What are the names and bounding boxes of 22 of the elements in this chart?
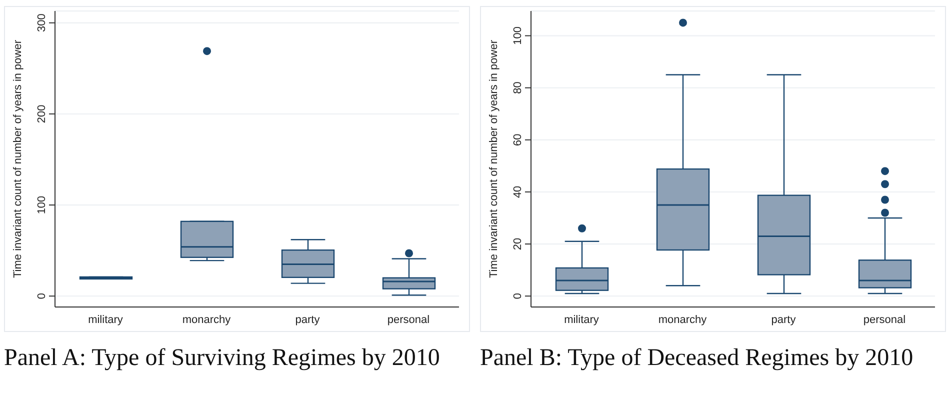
x-tick-label: monarchy	[658, 314, 708, 326]
y-tick-label: 100	[36, 196, 48, 214]
y-tick-label: 300	[36, 14, 48, 32]
x-tick-label: military	[88, 314, 124, 326]
x-tick-label: military	[564, 314, 600, 326]
y-tick-label: 0	[512, 293, 524, 300]
y-tick-label: 100	[512, 26, 524, 45]
x-tick-label: personal	[863, 314, 906, 326]
x-tick-label: personal	[387, 314, 430, 326]
text: Panel A: Type of Surviving Regimes by 2010	[4, 344, 441, 373]
y-axis-title: Time invariant count of number of years in power	[12, 40, 24, 278]
y-tick-label: 40	[512, 186, 524, 198]
y-axis-title: Time invariant count of number of years in power	[488, 40, 500, 278]
x-tick-label: party	[295, 314, 320, 326]
y-tick-label: 0	[36, 293, 48, 300]
text: Panel B: Type of Deceased Regimes by 2010	[480, 344, 914, 373]
x-tick-label: monarchy	[182, 314, 232, 326]
y-tick-label: 200	[36, 104, 48, 124]
y-tick-label: 20	[512, 238, 524, 250]
x-tick-label: party	[771, 314, 796, 326]
y-tick-label: 60	[512, 134, 524, 146]
y-tick-label: 80	[512, 82, 524, 94]
